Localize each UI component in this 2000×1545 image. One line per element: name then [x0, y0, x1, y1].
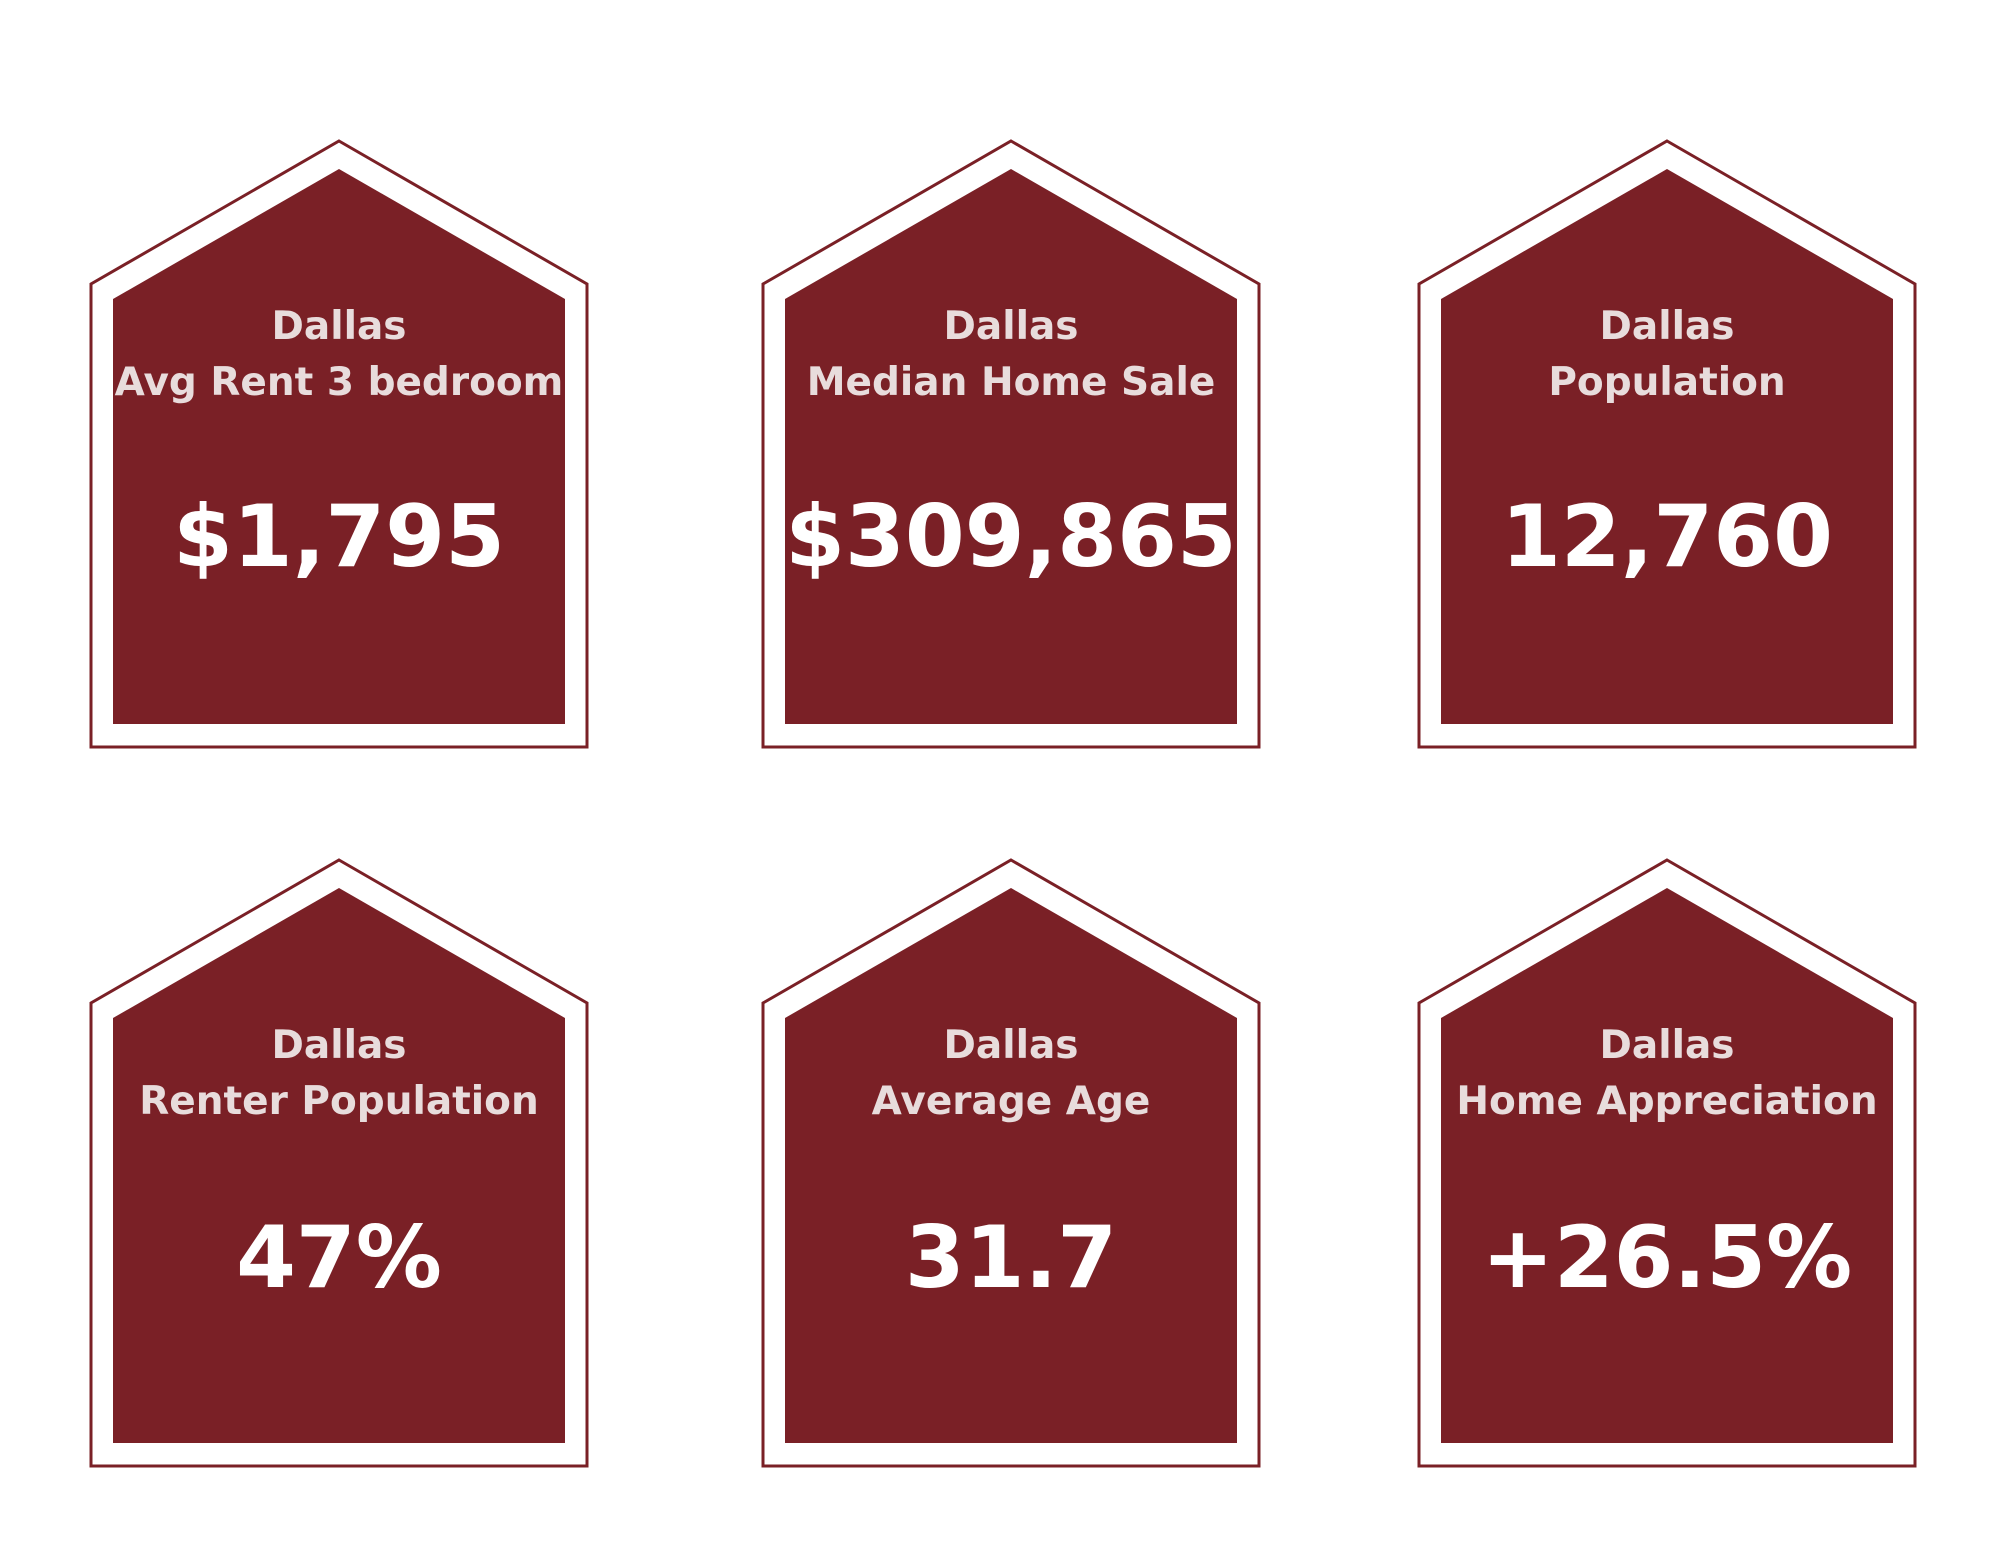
card-metric-label: Home Appreciation: [1456, 1079, 1878, 1124]
card-city-label: Dallas: [943, 304, 1079, 349]
stat-card-avg-rent: Dallas Avg Rent 3 bedroom $1,795: [89, 139, 589, 749]
card-value: 31.7: [904, 1208, 1118, 1308]
stat-card-home-appreciation: Dallas Home Appreciation +26.5%: [1417, 858, 1917, 1468]
house-shape-icon: [89, 139, 589, 749]
stat-card-renter-population: Dallas Renter Population 47%: [89, 858, 589, 1468]
card-metric-label: Renter Population: [139, 1079, 539, 1124]
card-value: $309,865: [785, 487, 1237, 587]
card-value: 47%: [236, 1208, 442, 1308]
card-value: 12,760: [1501, 487, 1833, 587]
stat-card-average-age: Dallas Average Age 31.7: [761, 858, 1261, 1468]
card-city-label: Dallas: [943, 1023, 1079, 1068]
card-value: +26.5%: [1481, 1208, 1853, 1308]
stat-card-median-home-sale: Dallas Median Home Sale $309,865: [761, 139, 1261, 749]
card-metric-label: Population: [1548, 360, 1786, 405]
card-city-label: Dallas: [271, 304, 407, 349]
house-shape-icon: [1417, 139, 1917, 749]
house-shape-icon: [1417, 858, 1917, 1468]
card-city-label: Dallas: [271, 1023, 407, 1068]
card-city-label: Dallas: [1599, 1023, 1735, 1068]
stat-card-population: Dallas Population 12,760: [1417, 139, 1917, 749]
house-shape-icon: [761, 858, 1261, 1468]
house-shape-icon: [761, 139, 1261, 749]
card-value: $1,795: [173, 487, 505, 587]
card-city-label: Dallas: [1599, 304, 1735, 349]
card-metric-label: Average Age: [871, 1079, 1151, 1124]
card-metric-label: Avg Rent 3 bedroom: [114, 360, 564, 405]
card-metric-label: Median Home Sale: [806, 360, 1216, 405]
house-shape-icon: [89, 858, 589, 1468]
